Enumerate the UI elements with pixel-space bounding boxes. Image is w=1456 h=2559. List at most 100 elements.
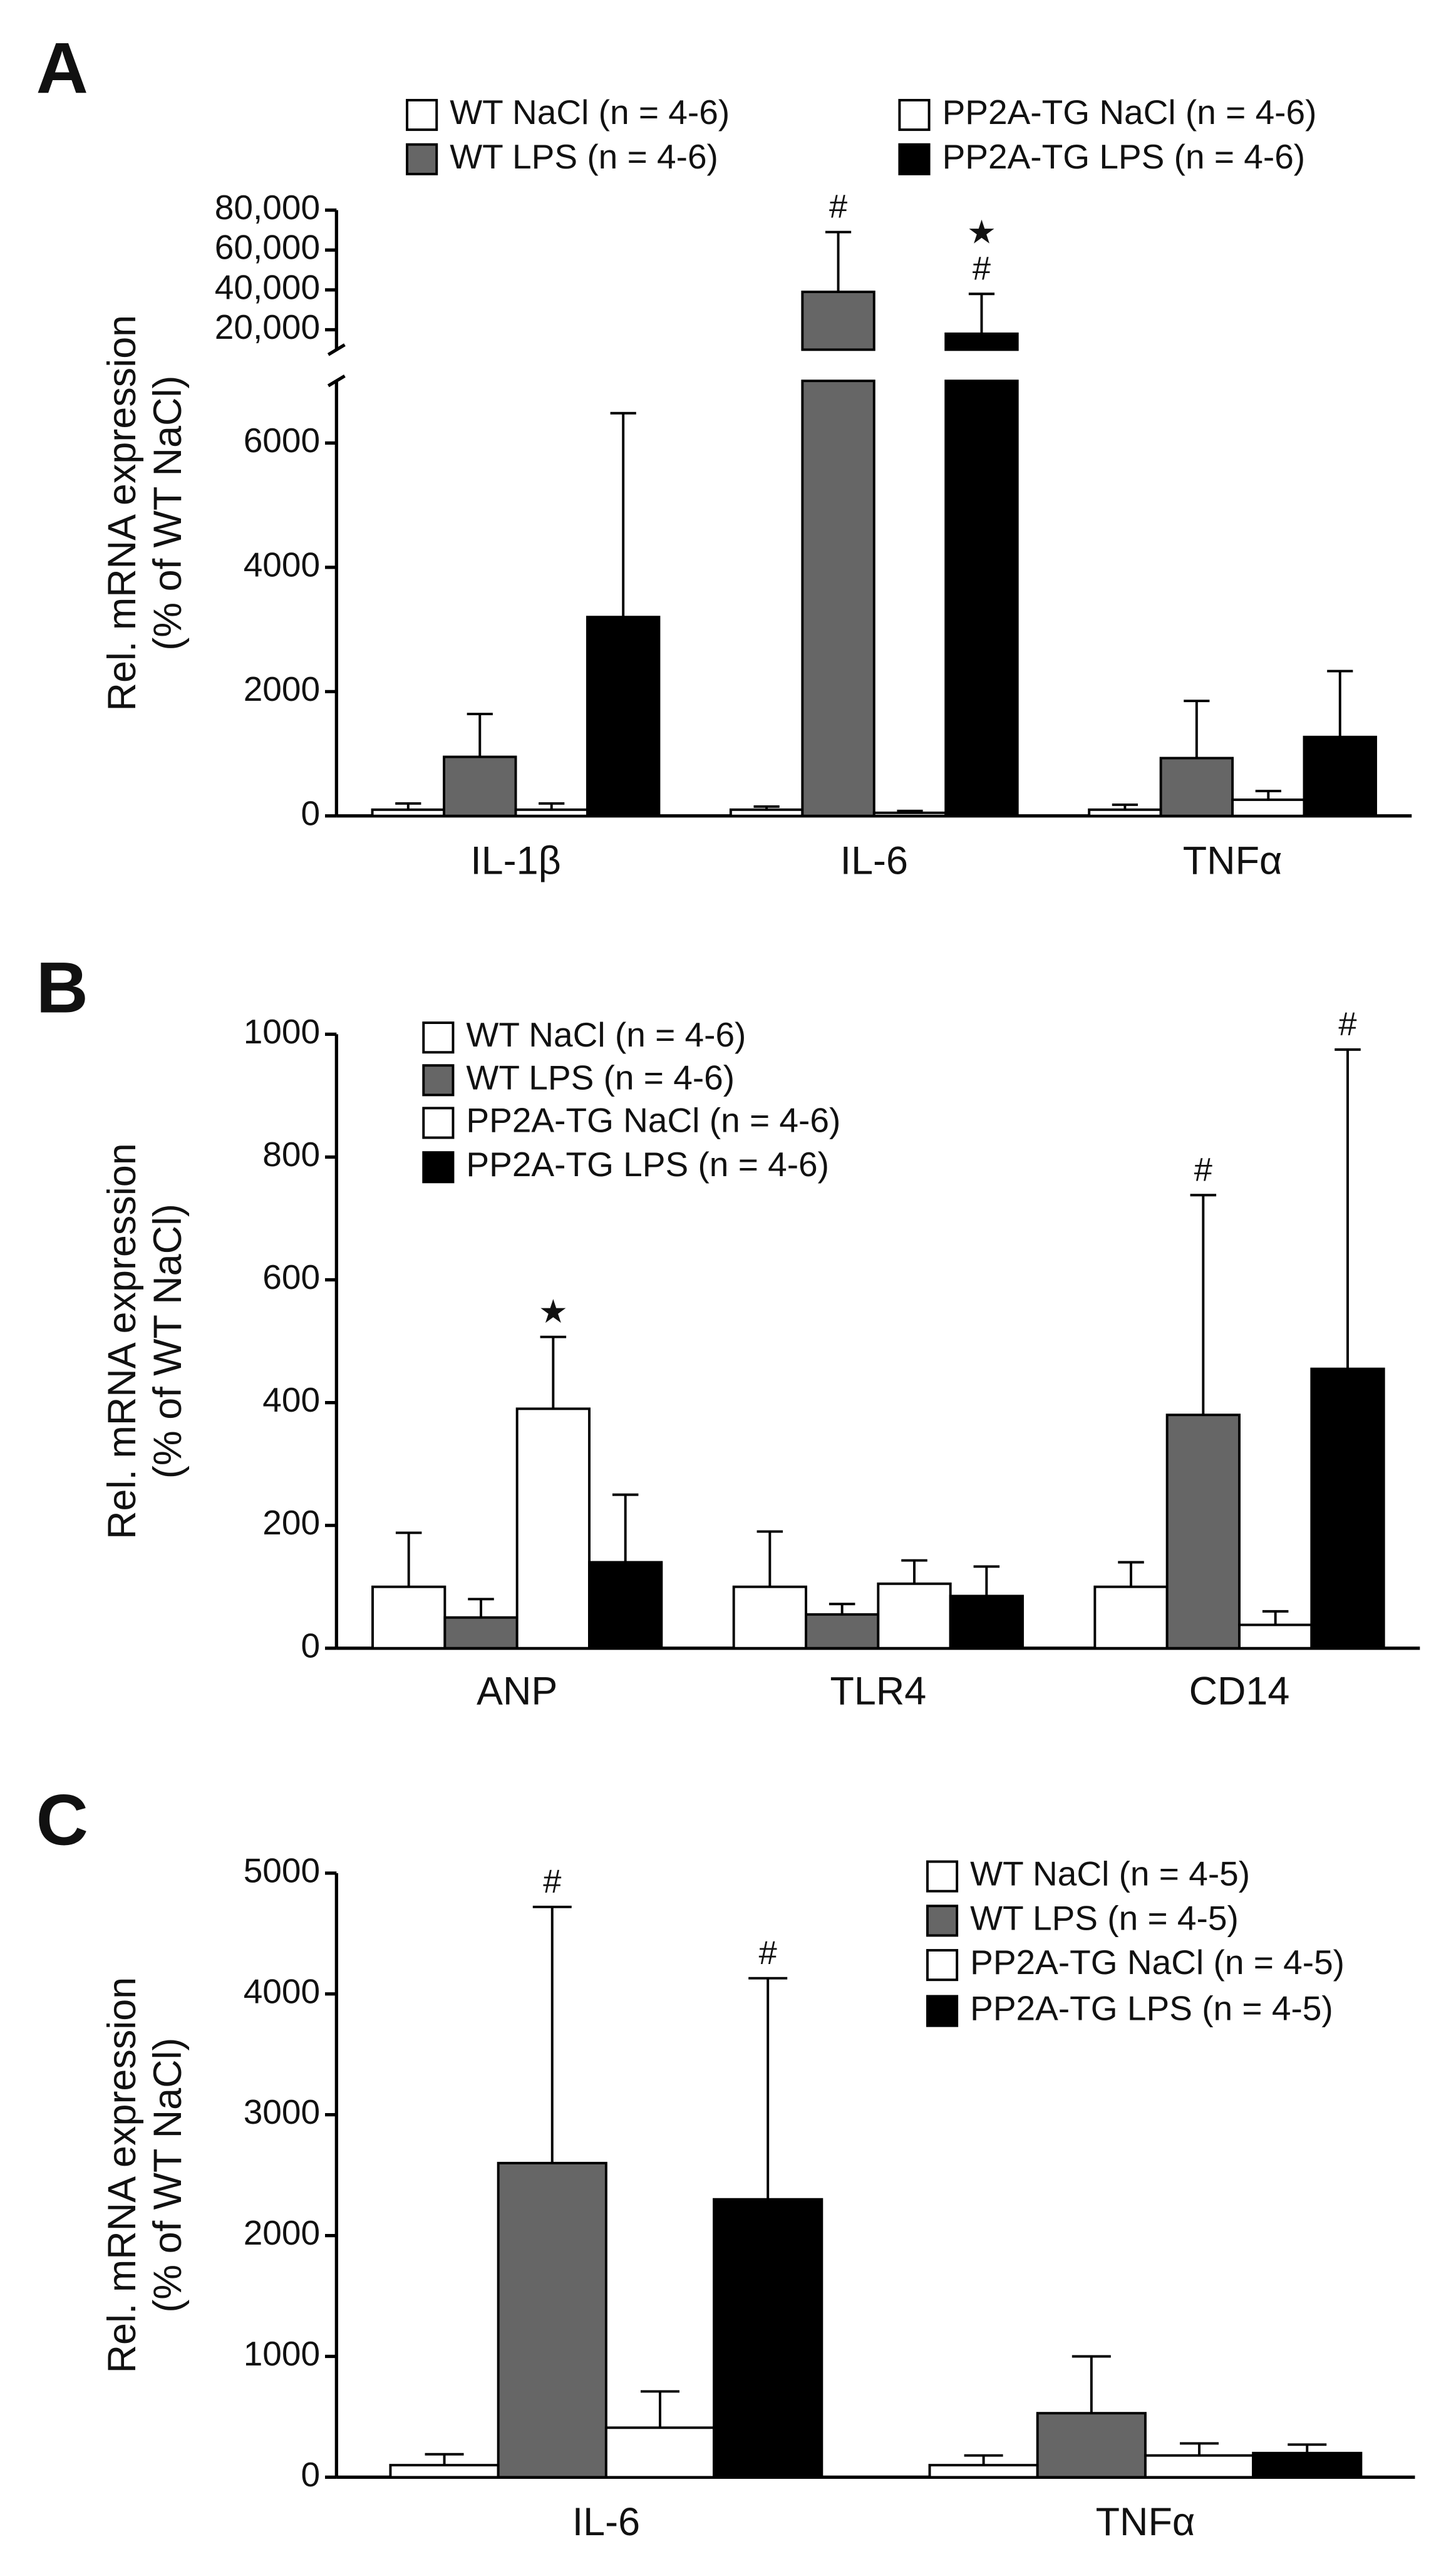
legend-label: PP2A-TG NaCl (n = 4-6) [466, 1100, 840, 1139]
bar [443, 755, 517, 817]
bar [805, 1613, 880, 1650]
x-tick-label: TNFα [1183, 839, 1283, 882]
legend-swatch [422, 1151, 455, 1184]
bar [497, 2161, 607, 2479]
bar [514, 808, 589, 817]
bar-upper [944, 332, 1019, 351]
bar [1159, 757, 1234, 817]
legend-swatch [898, 143, 931, 175]
y-tick-label: 0 [301, 1626, 321, 1665]
bar [801, 380, 875, 817]
legend-label: WT LPS (n = 4-6) [450, 137, 718, 176]
legend-label: PP2A-TG LPS (n = 4-6) [942, 137, 1306, 176]
y-axis-label: (% of WT NaCl) [146, 1204, 190, 1479]
x-tick-label: IL-1β [470, 839, 561, 882]
panel-label: A [36, 28, 88, 108]
x-tick-label: IL-6 [572, 2500, 640, 2544]
legend-swatch [926, 1860, 959, 1893]
legend-label: PP2A-TG LPS (n = 4-6) [466, 1145, 829, 1184]
bar [1310, 1367, 1385, 1650]
bar [586, 616, 661, 817]
annotation: ★ [967, 215, 996, 251]
bar [1088, 808, 1162, 817]
panel-label: B [36, 948, 88, 1028]
y-tick-label: 80,000 [215, 188, 320, 227]
panel: B Rel. mRNA expression (% of WT NaCl) 0 200 4… [36, 948, 1420, 1714]
bar [944, 380, 1019, 817]
bar [872, 811, 947, 817]
y-tick-label: 1000 [244, 1012, 320, 1051]
y-tick-label: 3000 [244, 2092, 320, 2131]
bar [732, 1585, 807, 1650]
y-tick-label: 1000 [244, 2334, 320, 2373]
bar [604, 2426, 716, 2479]
legend-label: WT NaCl (n = 4-6) [450, 93, 730, 132]
bar [371, 808, 445, 817]
annotation: # [759, 1935, 777, 1972]
y-tick-label: 800 [262, 1135, 320, 1174]
x-tick-label: IL-6 [840, 839, 908, 882]
y-tick-label: 60,000 [215, 228, 320, 267]
y-tick-label: 200 [262, 1503, 320, 1542]
legend-swatch [422, 1107, 455, 1139]
y-tick-label: 20,000 [215, 308, 320, 346]
bar [389, 2464, 500, 2479]
panel: A Rel. mRNA expression (% of WT NaCl) 0 2000… [36, 28, 1412, 882]
bar [1303, 735, 1377, 817]
bar [588, 1561, 663, 1650]
legend-label: PP2A-TG LPS (n = 4-5) [970, 1989, 1333, 2028]
y-axis-label: Rel. mRNA expression [100, 1977, 144, 2374]
y-tick-label: 6000 [244, 421, 320, 460]
annotation: # [973, 251, 991, 287]
bar [1252, 2451, 1363, 2479]
legend-swatch [926, 1949, 959, 1982]
legend-label: WT LPS (n = 4-6) [466, 1058, 735, 1097]
y-tick-label: 400 [262, 1380, 320, 1419]
bar [1238, 1623, 1313, 1650]
y-axis-label: Rel. mRNA expression [100, 315, 144, 711]
y-tick-label: 2000 [244, 669, 320, 708]
bar [928, 2464, 1039, 2479]
bar [443, 1616, 519, 1650]
legend-swatch [406, 98, 438, 132]
legend-swatch [898, 98, 931, 132]
x-tick-label: TLR4 [830, 1670, 926, 1714]
legend-label: WT NaCl (n = 4-6) [466, 1015, 746, 1054]
y-axis-label: Rel. mRNA expression [100, 1143, 144, 1539]
y-tick-label: 4000 [244, 1972, 320, 2010]
y-tick-label: 0 [301, 2455, 321, 2494]
y-axis-label: (% of WT NaCl) [146, 376, 190, 651]
x-tick-label: CD14 [1189, 1670, 1290, 1714]
bar [713, 2198, 824, 2479]
panel-label: C [36, 1780, 88, 1860]
legend-swatch [406, 143, 438, 175]
annotation: # [1338, 1006, 1356, 1043]
bar [1144, 2454, 1255, 2479]
x-tick-label: ANP [477, 1670, 557, 1714]
bar [515, 1407, 591, 1650]
annotation: ★ [539, 1294, 568, 1330]
bar [877, 1582, 952, 1650]
y-tick-label: 600 [262, 1258, 320, 1296]
legend-swatch [926, 1995, 959, 2027]
axis-break [327, 375, 346, 388]
y-tick-label: 4000 [244, 545, 320, 584]
legend-swatch [422, 1064, 455, 1097]
bar [949, 1595, 1024, 1650]
bar [729, 808, 804, 817]
legend-label: PP2A-TG NaCl (n = 4-5) [970, 1943, 1345, 1982]
legend-label: WT NaCl (n = 4-5) [970, 1854, 1250, 1893]
bar [1036, 2412, 1147, 2479]
y-tick-label: 2000 [244, 2213, 320, 2252]
legend-label: PP2A-TG NaCl (n = 4-6) [942, 93, 1317, 132]
legend-label: WT LPS (n = 4-5) [970, 1898, 1239, 1937]
y-tick-label: 5000 [244, 1851, 320, 1890]
y-axis-label: (% of WT NaCl) [146, 2038, 190, 2313]
bar [1231, 799, 1306, 817]
bar-upper [801, 291, 875, 351]
annotation: # [1194, 1152, 1212, 1188]
bar [1165, 1414, 1241, 1650]
x-tick-label: TNFα [1096, 2500, 1195, 2544]
y-tick-label: 0 [301, 794, 321, 832]
